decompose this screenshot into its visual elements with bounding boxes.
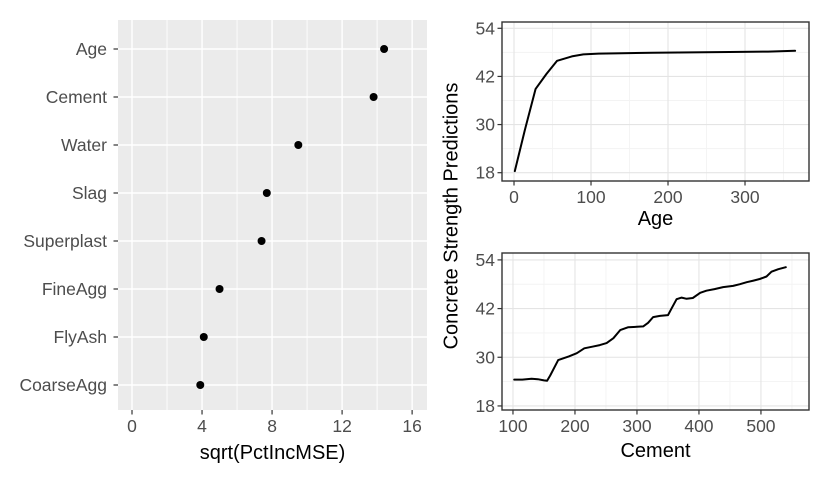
x-tick-label: 500: [746, 416, 775, 436]
data-point: [215, 285, 224, 293]
category-label: Age: [76, 39, 107, 59]
pdp-line: [513, 266, 787, 382]
panel-background: [502, 22, 809, 181]
cement-x-axis-title: Cement: [620, 440, 690, 462]
data-point: [257, 237, 266, 245]
x-tick-label: 8: [267, 416, 277, 436]
data-point: [294, 141, 303, 149]
x-tick-label: 400: [684, 416, 713, 436]
x-tick-label: 12: [332, 416, 351, 436]
y-tick-label: 18: [476, 396, 495, 416]
y-tick-label: 42: [476, 299, 495, 319]
category-label: Superplast: [23, 231, 107, 251]
age-partial-dependence-chart: 0 100 200 300 18 30 42 54 Age: [476, 18, 810, 230]
x-tick-label: 16: [402, 416, 421, 436]
y-tick-label: 30: [476, 115, 496, 135]
category-label: Cement: [46, 87, 107, 107]
data-point: [380, 45, 389, 53]
y-tick-label: 42: [476, 66, 495, 86]
data-point: [196, 381, 205, 389]
x-tick-label: 4: [197, 416, 207, 436]
x-tick-label: 0: [127, 416, 137, 436]
category-label: Water: [61, 135, 107, 155]
age-x-axis-title: Age: [638, 208, 674, 230]
x-tick-label: 100: [576, 187, 605, 207]
category-label: CoarseAgg: [19, 375, 107, 395]
panel-border: [501, 21, 810, 182]
category-label: FlyAsh: [54, 327, 107, 347]
dotplot-x-axis-title: sqrt(PctIncMSE): [200, 442, 346, 464]
y-tick-label: 30: [476, 347, 496, 367]
x-tick-label: 0: [509, 187, 519, 207]
panel-border: [501, 252, 810, 411]
category-label: Slag: [72, 183, 107, 203]
y-tick-label: 54: [476, 18, 496, 38]
y-tick-label: 54: [476, 250, 496, 270]
x-tick-label: 300: [622, 416, 651, 436]
age-plot-area: 0 100 200 300 18 30 42 54: [476, 18, 810, 207]
category-label: FineAgg: [42, 279, 107, 299]
x-tick-label: 200: [653, 187, 682, 207]
pdp-line: [513, 49, 797, 173]
variable-importance-dotplot: 0 4 8 12 16 Age Cement Water Slag Superplast FineA…: [19, 20, 427, 464]
cement-plot-area: 100 200 300 400 500 18 30 42 54: [476, 250, 810, 436]
data-point: [369, 93, 378, 101]
data-point: [199, 333, 208, 341]
y-tick-label: 18: [476, 163, 495, 183]
cement-partial-dependence-chart: 100 200 300 400 500 18 30 42 54 Cement: [476, 250, 810, 462]
x-tick-label: 200: [560, 416, 589, 436]
dotplot-plot-area: 0 4 8 12 16 Age Cement Water Slag Superplast FineA…: [19, 20, 427, 436]
panel-background: [502, 253, 809, 410]
shared-y-axis-title: Concrete Strength Predictions: [440, 82, 463, 350]
x-tick-label: 100: [498, 416, 527, 436]
x-tick-label: 300: [730, 187, 759, 207]
data-point: [262, 189, 271, 197]
